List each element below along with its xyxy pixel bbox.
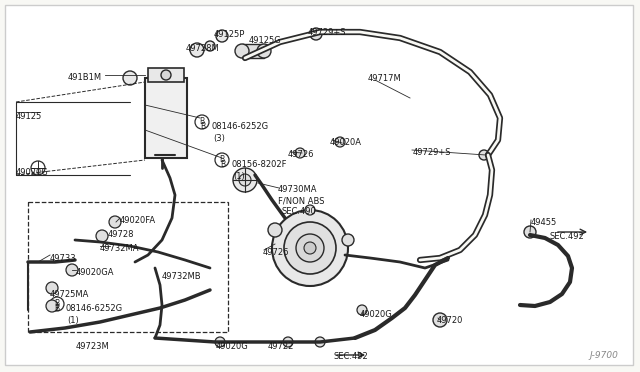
Circle shape <box>257 44 271 58</box>
Text: 49717M: 49717M <box>368 74 402 83</box>
Text: SEC.492: SEC.492 <box>549 232 584 241</box>
Circle shape <box>215 337 225 347</box>
Circle shape <box>295 148 305 158</box>
Text: 49125P: 49125P <box>214 30 245 39</box>
Text: 49730MA: 49730MA <box>278 185 317 194</box>
Text: 49020G: 49020G <box>16 168 49 177</box>
Text: 49733: 49733 <box>50 254 77 263</box>
Text: 49729+S: 49729+S <box>308 28 346 37</box>
Circle shape <box>31 161 45 175</box>
Text: 08146-6252G: 08146-6252G <box>65 304 122 313</box>
Text: 49722: 49722 <box>268 342 294 351</box>
Text: B: B <box>220 155 225 164</box>
Circle shape <box>205 41 215 51</box>
Text: 49125G: 49125G <box>249 36 282 45</box>
Circle shape <box>524 226 536 238</box>
Circle shape <box>268 223 282 237</box>
Circle shape <box>96 230 108 242</box>
Circle shape <box>216 30 228 42</box>
Circle shape <box>109 216 121 228</box>
Circle shape <box>357 305 367 315</box>
Text: B: B <box>54 299 60 308</box>
Circle shape <box>342 234 354 246</box>
Text: 49455: 49455 <box>531 218 557 227</box>
Text: B: B <box>200 122 205 131</box>
Circle shape <box>46 282 58 294</box>
Bar <box>28 202 228 332</box>
Circle shape <box>272 210 348 286</box>
Text: 49726: 49726 <box>263 248 289 257</box>
Circle shape <box>123 71 137 85</box>
Text: B: B <box>54 304 60 313</box>
Text: 49732MB: 49732MB <box>162 272 202 281</box>
Text: 49125: 49125 <box>16 112 42 121</box>
Bar <box>145 78 187 158</box>
Text: 08146-6252G: 08146-6252G <box>211 122 268 131</box>
Circle shape <box>215 153 229 167</box>
Circle shape <box>310 28 322 40</box>
Circle shape <box>239 174 251 186</box>
Circle shape <box>296 234 324 262</box>
Circle shape <box>190 43 204 57</box>
Circle shape <box>304 242 316 254</box>
Circle shape <box>195 115 209 129</box>
Text: 49732MA: 49732MA <box>100 244 140 253</box>
Circle shape <box>433 313 447 327</box>
Circle shape <box>335 137 345 147</box>
Text: 49020A: 49020A <box>330 138 362 147</box>
Text: (3): (3) <box>213 134 225 143</box>
Bar <box>148 68 184 82</box>
Text: (1): (1) <box>67 316 79 325</box>
Circle shape <box>161 70 171 80</box>
Text: 49020G: 49020G <box>360 310 393 319</box>
Circle shape <box>50 297 64 311</box>
Text: 08156-8202F: 08156-8202F <box>231 160 287 169</box>
Circle shape <box>235 44 249 58</box>
Circle shape <box>283 337 293 347</box>
Text: (1): (1) <box>233 172 244 181</box>
Bar <box>242 44 264 58</box>
Text: 491B1M: 491B1M <box>68 73 102 82</box>
Circle shape <box>305 205 315 215</box>
Circle shape <box>479 150 489 160</box>
Text: 49020GA: 49020GA <box>76 268 115 277</box>
Text: 49728: 49728 <box>108 230 134 239</box>
Text: 49020G: 49020G <box>216 342 249 351</box>
Text: J-9700: J-9700 <box>589 351 618 360</box>
Text: 49729+S: 49729+S <box>413 148 451 157</box>
Circle shape <box>66 264 78 276</box>
Text: B: B <box>220 160 225 169</box>
Circle shape <box>46 300 58 312</box>
Text: 49020FA: 49020FA <box>120 216 156 225</box>
Text: SEC.490: SEC.490 <box>281 207 316 216</box>
Text: 49720: 49720 <box>437 316 463 325</box>
Circle shape <box>233 168 257 192</box>
Text: B: B <box>200 118 205 126</box>
Circle shape <box>315 337 325 347</box>
Circle shape <box>284 222 336 274</box>
Text: 49726: 49726 <box>288 150 314 159</box>
Text: 49725MA: 49725MA <box>50 290 90 299</box>
Text: 49728M: 49728M <box>186 44 220 53</box>
Text: SEC.492: SEC.492 <box>334 352 369 361</box>
Text: F/NON ABS: F/NON ABS <box>278 196 324 205</box>
Text: 49723M: 49723M <box>76 342 109 351</box>
